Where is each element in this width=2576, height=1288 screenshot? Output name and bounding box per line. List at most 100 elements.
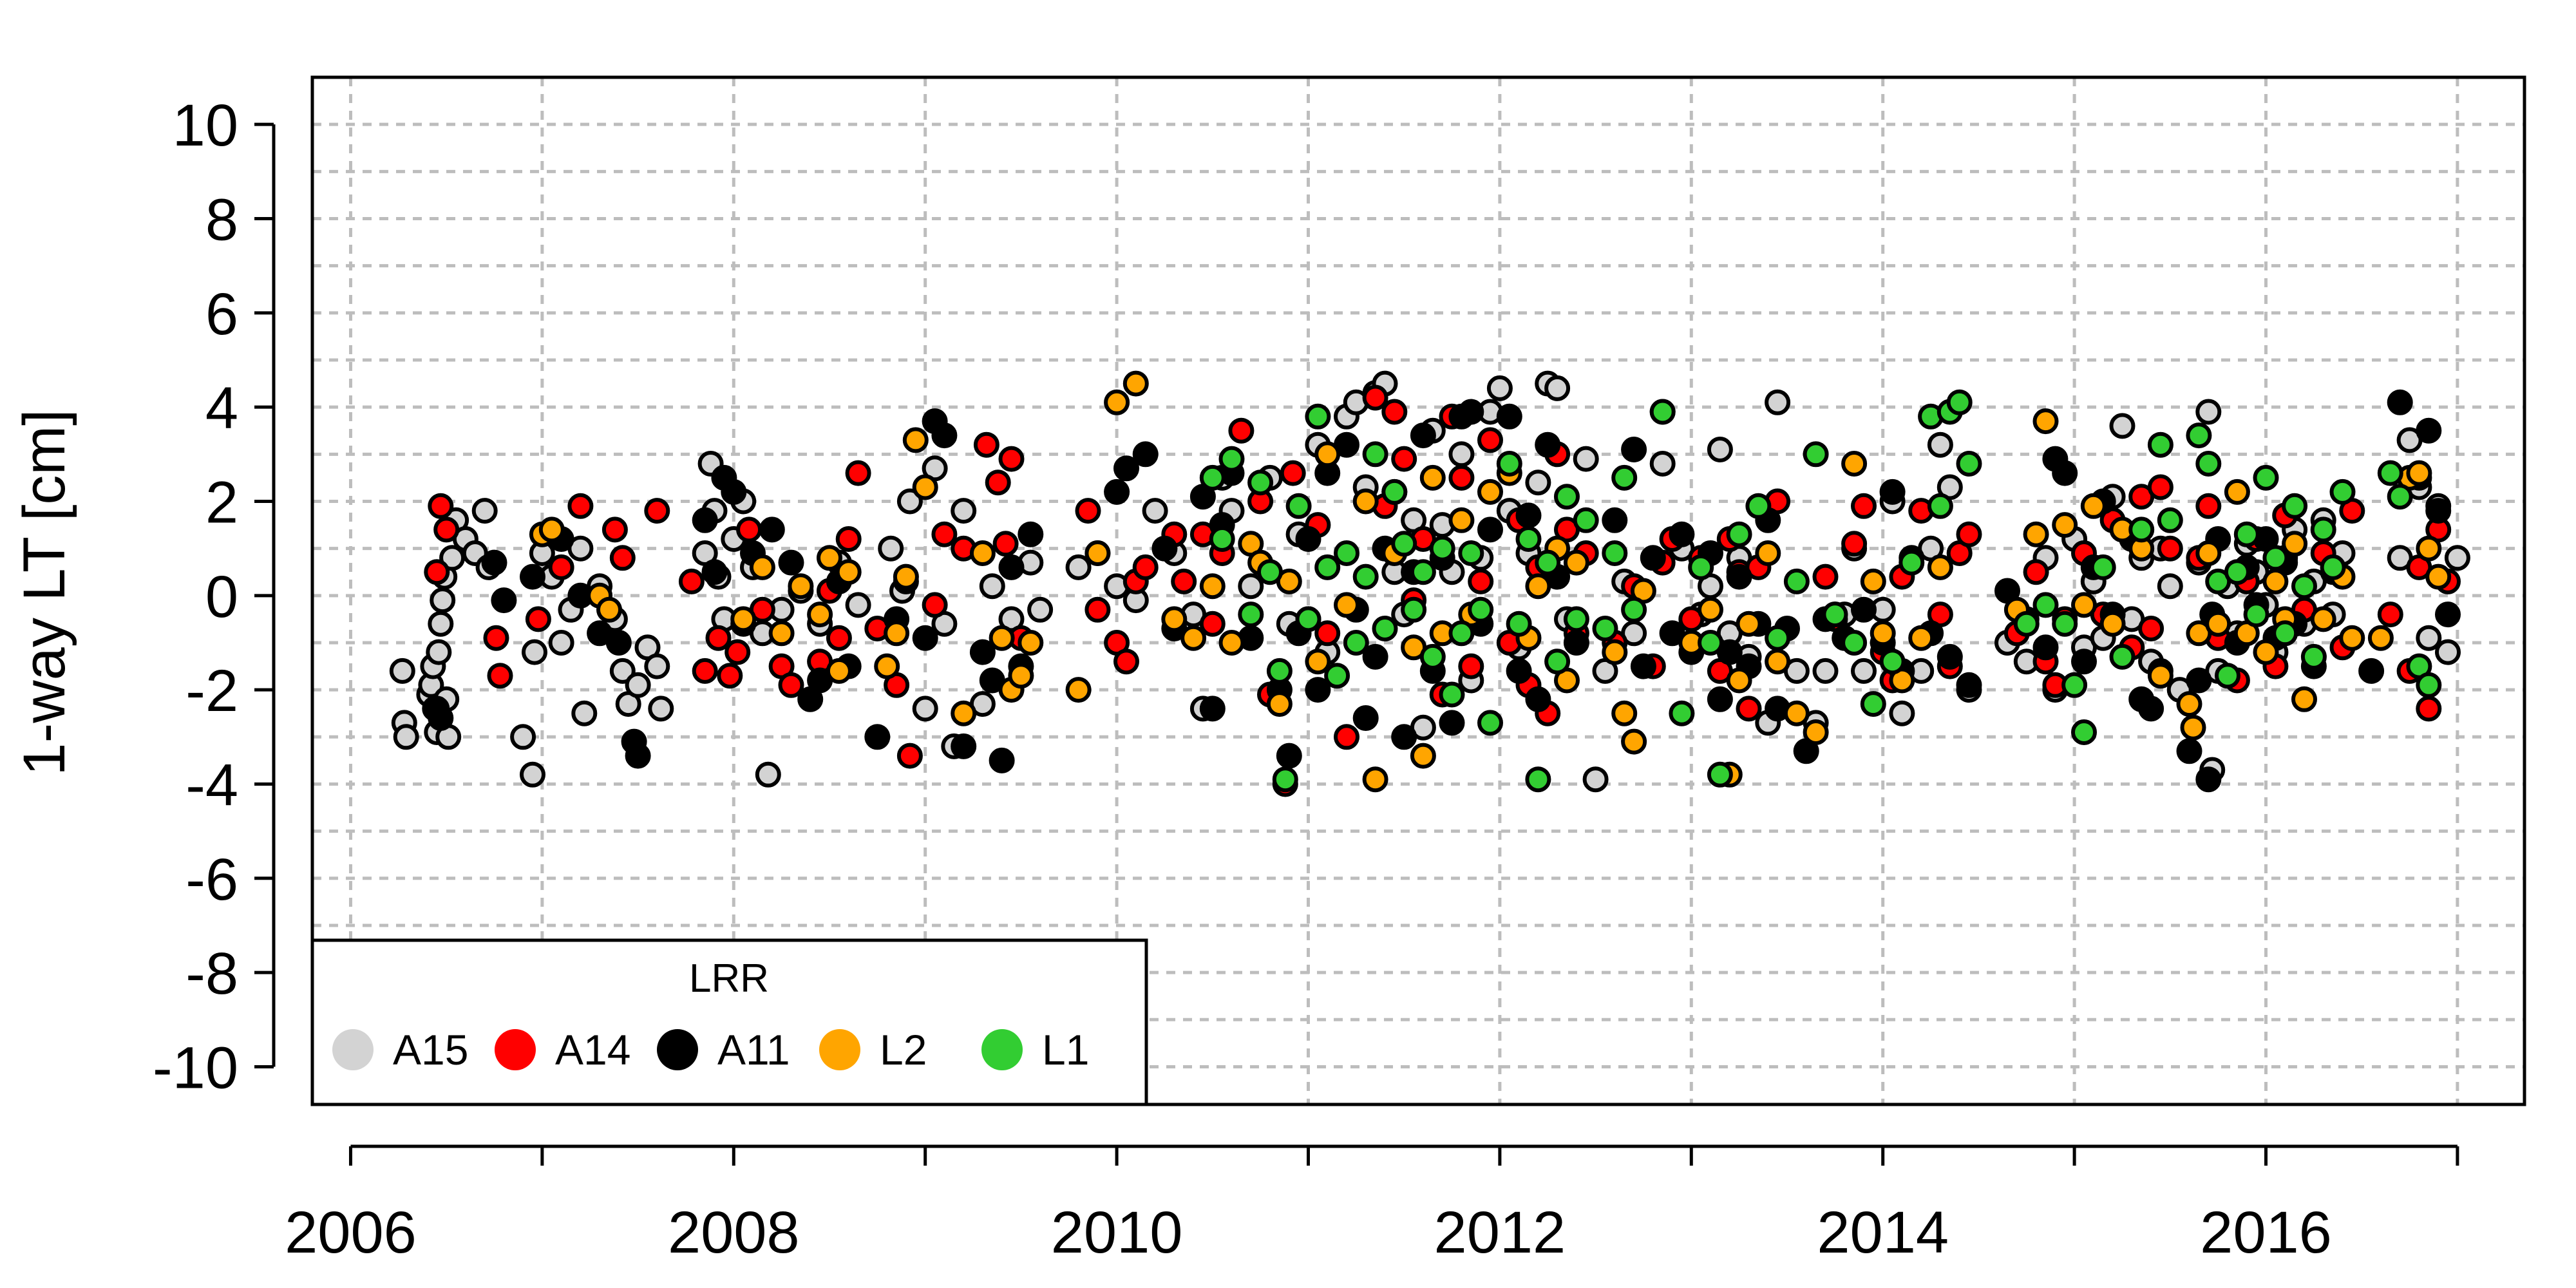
data-point <box>845 592 871 618</box>
data-point <box>1324 663 1350 689</box>
data-point <box>2157 573 2183 600</box>
data-point <box>701 559 728 585</box>
data-point <box>1334 592 1359 618</box>
data-point <box>1621 728 1647 755</box>
data-point <box>471 498 498 524</box>
data-point <box>1075 498 1101 524</box>
data-point <box>749 554 775 580</box>
data-point <box>730 606 757 632</box>
data-point <box>721 478 747 505</box>
data-point <box>1257 559 1283 585</box>
data-point <box>525 606 551 632</box>
data-point <box>2052 512 2078 538</box>
data-point <box>1563 630 1589 656</box>
data-point <box>2272 620 2298 647</box>
series-a11 <box>424 389 2461 793</box>
data-point <box>1544 375 1571 401</box>
data-point <box>1266 691 1293 717</box>
data-point <box>969 540 996 566</box>
y-tick-label: 10 <box>173 93 238 158</box>
data-point <box>1391 446 1417 472</box>
data-point <box>1870 620 1896 647</box>
data-point <box>2109 643 2136 670</box>
data-point <box>1927 493 1953 519</box>
data-point <box>1295 606 1321 632</box>
data-point <box>2444 545 2470 571</box>
legend-label-l1: L1 <box>1042 1026 1089 1074</box>
data-point <box>1851 658 1877 684</box>
legend-label-a15: A15 <box>393 1026 468 1074</box>
legend: LRR A15 A14 A11 L2 L1 <box>310 938 1148 1106</box>
data-point <box>2128 516 2155 543</box>
data-point <box>896 743 923 769</box>
data-point <box>433 516 460 543</box>
data-point <box>998 446 1025 472</box>
data-point <box>483 625 509 651</box>
data-point <box>1755 540 1781 566</box>
data-point <box>1783 700 1810 726</box>
data-point <box>1065 677 1092 703</box>
data-point <box>2310 516 2336 543</box>
data-point <box>979 573 1005 600</box>
data-point <box>1477 478 1503 505</box>
data-point <box>1851 596 1877 623</box>
data-point <box>1084 540 1111 566</box>
data-point <box>1334 540 1359 566</box>
data-point <box>1602 540 1628 566</box>
data-point <box>692 658 718 684</box>
data-point <box>2195 540 2222 566</box>
data-point <box>1314 554 1341 580</box>
data-point <box>548 554 574 580</box>
data-point <box>1228 417 1255 444</box>
data-point <box>1630 653 1656 679</box>
data-point <box>768 620 795 647</box>
data-point <box>2282 493 2308 519</box>
data-point <box>1362 643 1388 670</box>
data-point <box>1381 478 1408 505</box>
data-point <box>788 573 814 600</box>
data-point <box>2032 592 2059 618</box>
data-point <box>522 639 547 665</box>
data-point <box>2195 766 2222 793</box>
data-point <box>951 498 977 524</box>
legend-marker-a14 <box>495 1029 536 1070</box>
data-point <box>605 630 632 656</box>
data-point <box>1851 493 1877 519</box>
data-point <box>1765 625 1791 651</box>
data-point <box>644 653 670 679</box>
data-point <box>510 724 536 750</box>
data-point <box>1707 437 1733 462</box>
y-tick-label: -6 <box>185 847 238 913</box>
data-point <box>1525 686 1551 712</box>
data-point <box>2416 417 2442 444</box>
x-tick-label: 2012 <box>1434 1200 1566 1265</box>
data-point <box>1458 653 1484 679</box>
data-point <box>2071 592 2097 618</box>
data-point <box>973 431 999 458</box>
data-point <box>1937 643 1963 670</box>
data-point <box>1649 451 1676 477</box>
data-point <box>992 531 1019 557</box>
data-point <box>1477 427 1503 453</box>
data-point <box>1199 464 1226 491</box>
data-point <box>1544 649 1571 675</box>
plot-frame <box>310 75 2526 1106</box>
data-point <box>2061 672 2088 698</box>
data-point <box>2329 478 2356 505</box>
data-point <box>1401 596 1427 623</box>
x-tick-label: 2008 <box>668 1200 800 1265</box>
data-point <box>1419 464 1446 491</box>
data-point <box>1803 719 1829 745</box>
data-point <box>1535 431 1561 458</box>
data-point <box>2224 559 2250 585</box>
data-point <box>1602 507 1628 533</box>
data-point <box>1698 596 1723 623</box>
data-point <box>2138 696 2164 722</box>
data-point <box>1280 460 1306 486</box>
data-point <box>1122 370 1149 397</box>
data-point <box>1151 535 1178 562</box>
data-point <box>1343 630 1369 656</box>
y-tick-label: 0 <box>205 564 238 630</box>
data-point <box>1563 606 1589 632</box>
data-point <box>2377 601 2403 628</box>
